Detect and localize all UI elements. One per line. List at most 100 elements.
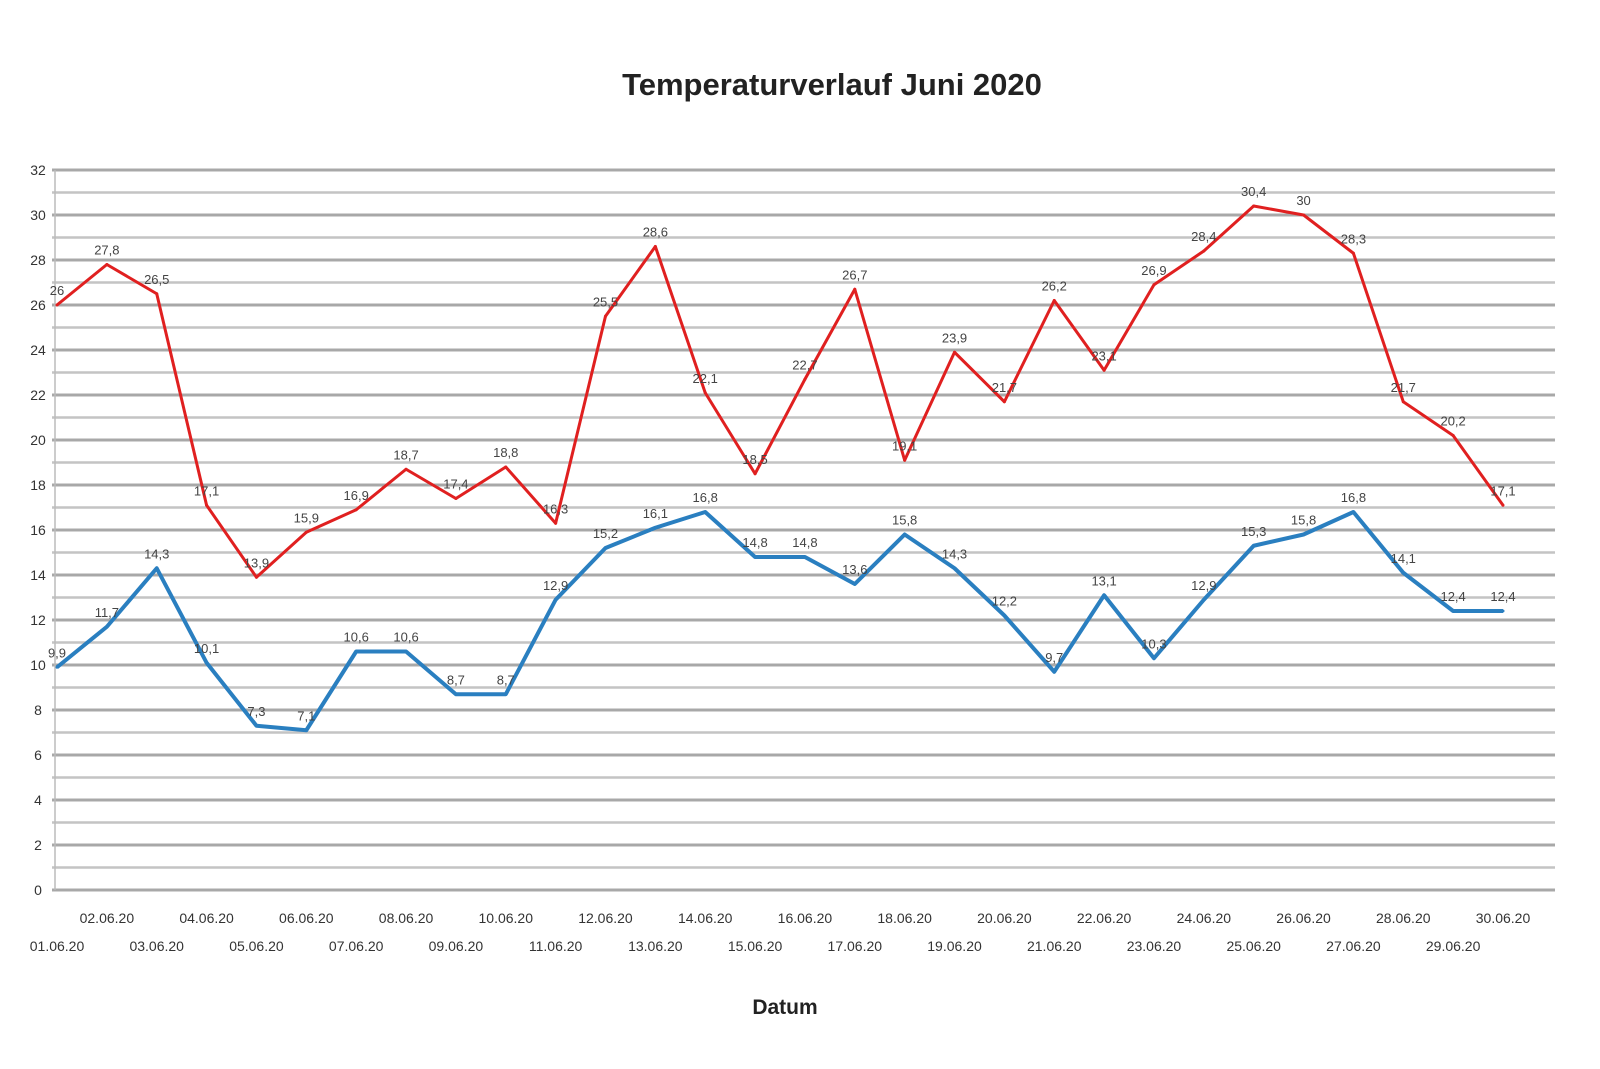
- data-label-max: 28,6: [643, 225, 668, 240]
- data-point-max: [1102, 368, 1106, 372]
- data-label-min: 11,7: [95, 605, 119, 620]
- y-tick-label: 28: [30, 252, 46, 268]
- data-point-min: [853, 582, 857, 586]
- x-axis-ticks: 01.06.20 02.06.20 03.06.20 04.06.20 05.06.20…: [30, 910, 1531, 954]
- data-point-min: [903, 533, 907, 536]
- y-tick-label: 26: [30, 297, 46, 313]
- y-tick-label: 14: [30, 567, 46, 583]
- y-tick-label: 10: [30, 657, 46, 673]
- data-label-min: 16,8: [1341, 490, 1366, 505]
- data-point-min: [1252, 544, 1256, 548]
- series-line-min: [55, 510, 1503, 733]
- x-tick-label: 10.06.20: [479, 910, 534, 926]
- y-tick-label: 12: [30, 612, 46, 628]
- data-point-min: [953, 566, 957, 570]
- data-label-max: 13,9: [244, 555, 269, 570]
- y-tick-label: 32: [30, 162, 46, 178]
- data-point-min: [554, 598, 558, 602]
- data-label-min: 16,1: [643, 506, 668, 521]
- data-label-min: 8,7: [447, 672, 465, 687]
- data-point-min: [1351, 510, 1355, 514]
- data-point-max: [1252, 204, 1256, 208]
- data-label-max: 25,5: [593, 294, 618, 309]
- x-tick-label: 09.06.20: [429, 938, 484, 954]
- x-tick-label: 15.06.20: [728, 938, 783, 954]
- data-point-min: [205, 661, 209, 665]
- x-tick-label: 08.06.20: [379, 910, 434, 926]
- x-axis-label: Datum: [752, 996, 817, 1019]
- data-point-max: [205, 503, 209, 507]
- data-point-min: [454, 692, 458, 696]
- data-label-max: 17,1: [194, 483, 219, 498]
- data-point-max: [1351, 251, 1355, 255]
- x-tick-label: 13.06.20: [628, 938, 683, 954]
- data-point-min: [254, 724, 258, 728]
- data-point-min: [155, 566, 159, 570]
- x-tick-label: 29.06.20: [1426, 938, 1481, 954]
- series-lines: 26 27,8 26,5 17,1 13,9 15,9 16,9 18,7 17,4 18,8 16…: [48, 184, 1516, 733]
- data-label-min: 12,9: [543, 578, 568, 593]
- chart-title: Temperaturverlauf Juni 2020: [622, 67, 1042, 102]
- x-tick-label: 11.06.20: [529, 938, 583, 954]
- data-point-min: [1302, 533, 1306, 536]
- x-tick-label: 17.06.20: [828, 938, 883, 954]
- data-label-min: 12,9: [1191, 578, 1216, 593]
- data-label-min: 10,6: [344, 630, 369, 645]
- data-point-max: [603, 314, 607, 318]
- data-point-max: [853, 287, 857, 291]
- y-tick-label: 6: [34, 747, 42, 763]
- x-tick-label: 01.06.20: [30, 938, 85, 954]
- data-point-max: [703, 391, 707, 395]
- data-point-min: [304, 728, 308, 732]
- y-tick-label: 0: [34, 882, 42, 898]
- data-point-max: [803, 377, 807, 381]
- data-label-min: 12,4: [1490, 589, 1515, 604]
- data-point-min: [1501, 609, 1505, 613]
- data-point-min: [803, 555, 807, 559]
- data-point-max: [554, 521, 558, 525]
- data-label-max: 18,8: [493, 445, 518, 460]
- data-label-max: 15,9: [294, 510, 319, 525]
- data-label-min: 9,9: [48, 645, 66, 660]
- data-label-max: 23,9: [942, 330, 967, 345]
- data-point-max: [304, 530, 308, 534]
- x-tick-label: 02.06.20: [80, 910, 135, 926]
- data-label-max: 16,3: [543, 501, 568, 516]
- data-label-min: 8,7: [497, 672, 515, 687]
- data-label-min: 7,1: [297, 708, 315, 723]
- data-point-max: [653, 245, 657, 248]
- data-point-min: [1102, 593, 1106, 597]
- data-label-max: 26,7: [842, 267, 867, 282]
- x-tick-label: 19.06.20: [927, 938, 982, 954]
- data-label-max: 26,9: [1141, 263, 1166, 278]
- data-point-max: [1302, 213, 1306, 217]
- data-point-min: [1052, 670, 1056, 674]
- x-tick-label: 06.06.20: [279, 910, 334, 926]
- data-point-min: [1152, 656, 1156, 660]
- data-label-min: 15,3: [1241, 524, 1266, 539]
- x-tick-label: 03.06.20: [129, 938, 184, 954]
- data-label-max: 23,1: [1091, 348, 1116, 363]
- data-label-min: 7,3: [247, 704, 265, 719]
- y-tick-label: 24: [30, 342, 46, 358]
- y-tick-label: 18: [30, 477, 46, 493]
- data-label-max: 28,3: [1341, 231, 1366, 246]
- data-label-max: 17,1: [1490, 483, 1515, 498]
- y-tick-label: 22: [30, 387, 46, 403]
- data-point-min: [55, 665, 59, 669]
- data-point-min: [1401, 571, 1405, 575]
- x-tick-label: 21.06.20: [1027, 938, 1082, 954]
- x-tick-label: 04.06.20: [179, 910, 234, 926]
- data-label-min: 14,8: [742, 535, 767, 550]
- data-label-max: 21,7: [1391, 380, 1416, 395]
- x-tick-label: 24.06.20: [1177, 910, 1232, 926]
- x-tick-label: 28.06.20: [1376, 910, 1431, 926]
- data-label-min: 14,3: [942, 546, 967, 561]
- data-label-max: 16,9: [344, 488, 369, 503]
- data-point-max: [953, 350, 957, 354]
- data-point-max: [354, 508, 358, 512]
- data-point-min: [504, 692, 508, 696]
- data-label-max: 26: [50, 283, 64, 298]
- data-point-min: [1451, 609, 1455, 613]
- data-point-max: [903, 458, 907, 462]
